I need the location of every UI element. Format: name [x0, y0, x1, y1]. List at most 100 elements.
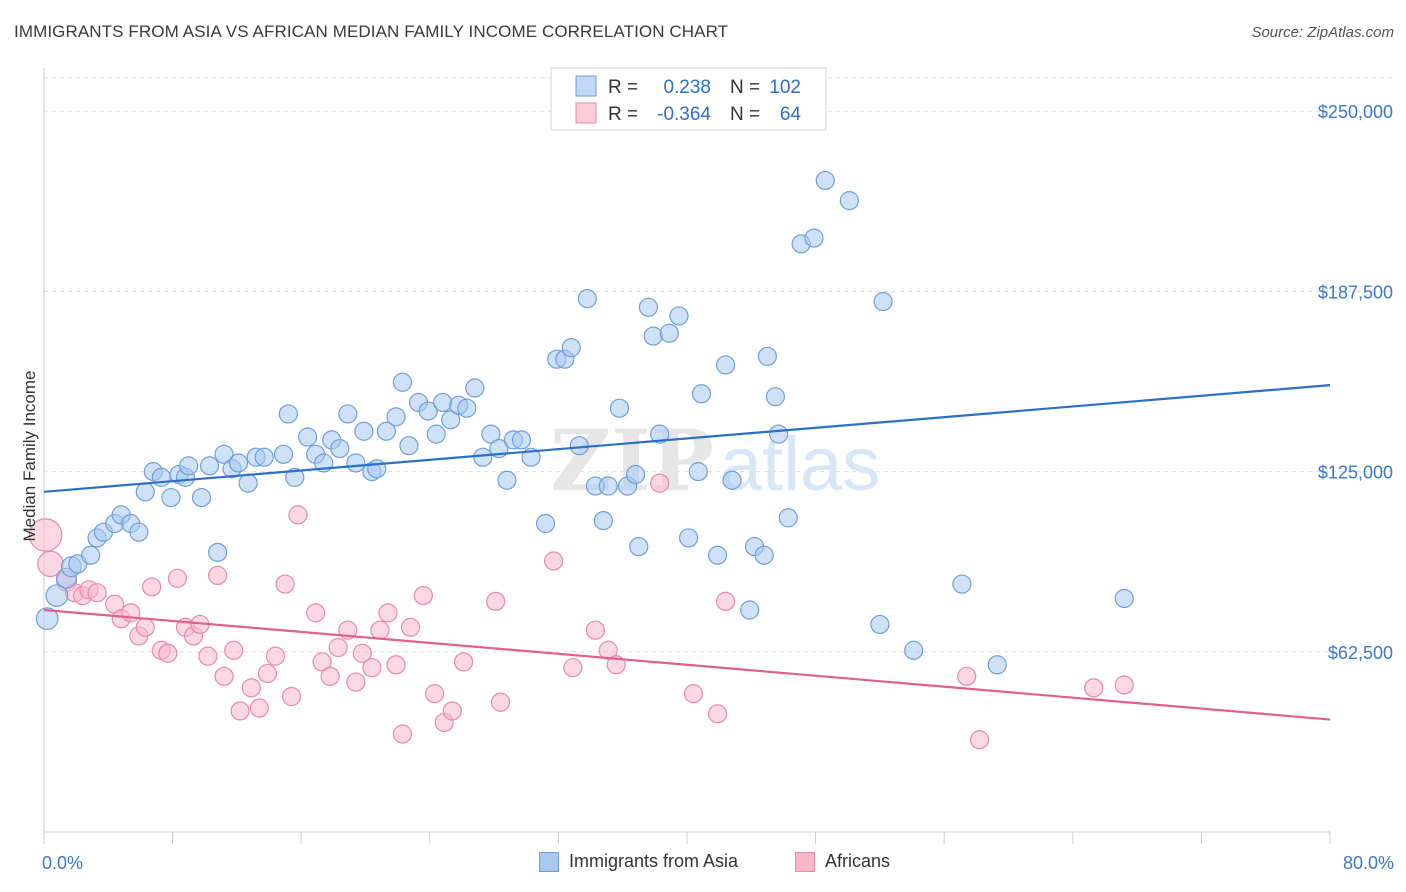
point-africans-55 — [606, 655, 626, 675]
point-asia-58 — [511, 430, 532, 450]
x-tick-label-min: 0.0% — [42, 853, 83, 873]
point-asia-40 — [367, 459, 387, 479]
point-asia-46 — [418, 401, 438, 421]
point-africans-24 — [241, 678, 261, 698]
point-africans-23 — [230, 701, 250, 721]
point-africans-52 — [563, 658, 583, 678]
point-africans-53 — [585, 620, 605, 640]
point-asia-64 — [569, 436, 589, 456]
point-africans-42 — [392, 724, 413, 744]
legend-r-label-africans: R = — [608, 104, 638, 125]
point-africans-50 — [490, 692, 511, 712]
point-africans-27 — [265, 646, 286, 666]
legend-item-asia[interactable]: Immigrants from Asia — [539, 851, 738, 872]
point-africans-63 — [1114, 675, 1134, 695]
point-asia-36 — [338, 404, 358, 424]
point-asia-84 — [740, 600, 760, 620]
point-africans-41 — [386, 655, 406, 675]
point-africans-28 — [275, 574, 295, 594]
point-africans-36 — [346, 672, 366, 692]
point-asia-49 — [441, 410, 461, 430]
point-asia-75 — [650, 424, 670, 444]
point-africans-60 — [957, 666, 977, 686]
point-africans-12 — [142, 577, 162, 597]
legend-n-value-asia: 102 — [769, 77, 801, 98]
point-asia-80 — [691, 384, 712, 404]
point-africans-59 — [715, 591, 736, 611]
point-asia-79 — [688, 462, 708, 482]
point-africans-21 — [214, 666, 234, 686]
source-credit: Source: ZipAtlas.com — [1251, 24, 1394, 41]
point-asia-88 — [765, 387, 786, 407]
point-asia-60 — [535, 513, 556, 534]
y-tick-label-0: $62,500 — [1328, 643, 1393, 663]
point-asia-51 — [457, 398, 477, 418]
legend-swatch-asia-bottom — [539, 851, 559, 872]
point-asia-97 — [904, 640, 924, 660]
legend-n-label-asia: N = — [730, 77, 760, 98]
point-asia-20 — [199, 456, 220, 476]
point-africans-38 — [362, 658, 382, 678]
point-asia-5 — [81, 545, 101, 565]
point-africans-34 — [328, 637, 348, 658]
point-africans-58 — [707, 704, 728, 724]
point-africans-57 — [683, 684, 704, 704]
point-africans-15 — [167, 568, 188, 588]
point-asia-28 — [273, 444, 294, 464]
point-asia-30 — [285, 467, 305, 487]
point-asia-15 — [161, 487, 181, 508]
point-asia-52 — [465, 378, 485, 398]
point-africans-49 — [486, 591, 506, 611]
point-asia-68 — [598, 476, 618, 496]
watermark-zip: ZIP — [550, 411, 714, 510]
y-axis-label: Median Family Income — [20, 370, 39, 541]
point-africans-43 — [400, 617, 421, 637]
y-tick-label-3: $250,000 — [1318, 102, 1393, 122]
point-asia-73 — [638, 297, 659, 317]
bottom-legend: Immigrants from Asia Africans — [0, 851, 1406, 879]
point-africans-20 — [208, 565, 228, 586]
point-africans-47 — [442, 701, 462, 721]
point-africans-40 — [378, 603, 398, 623]
point-africans-25 — [249, 698, 270, 718]
point-asia-74 — [643, 326, 663, 346]
y-tick-label-1: $125,000 — [1318, 463, 1393, 483]
point-asia-27 — [254, 447, 274, 467]
point-asia-38 — [354, 421, 374, 441]
point-asia-100 — [1114, 588, 1134, 609]
y-tick-label-2: $187,500 — [1318, 282, 1393, 302]
point-asia-95 — [870, 614, 890, 635]
point-asia-37 — [346, 453, 366, 473]
point-asia-48 — [433, 392, 453, 413]
trend-lines — [43, 384, 1331, 721]
point-asia-29 — [278, 404, 298, 424]
point-asia-54 — [481, 424, 501, 444]
point-asia-98 — [952, 574, 972, 594]
point-asia-72 — [629, 536, 649, 557]
point-asia-31 — [298, 427, 318, 447]
point-asia-92 — [804, 228, 824, 248]
legend-r-value-asia: 0.238 — [663, 77, 711, 98]
point-asia-83 — [722, 470, 742, 490]
point-asia-35 — [330, 438, 350, 459]
point-africans-39 — [370, 620, 390, 640]
point-asia-43 — [392, 372, 413, 392]
point-africans-0 — [28, 518, 63, 552]
point-asia-22 — [214, 444, 234, 464]
legend-item-africans[interactable]: Africans — [795, 851, 890, 872]
point-africans-44 — [413, 585, 433, 606]
trend-line-africans — [43, 608, 1331, 721]
point-asia-87 — [757, 346, 777, 366]
point-asia-47 — [426, 424, 446, 444]
trend-line-asia — [43, 384, 1331, 493]
point-africans-26 — [257, 663, 278, 684]
data-points — [28, 170, 1134, 750]
point-asia-53 — [473, 447, 493, 467]
point-asia-71 — [625, 464, 646, 485]
point-africans-29 — [281, 686, 302, 707]
point-asia-76 — [659, 323, 679, 343]
legend-swatch-africans-bottom — [795, 851, 815, 872]
point-africans-54 — [598, 640, 618, 660]
point-africans-48 — [453, 652, 474, 672]
